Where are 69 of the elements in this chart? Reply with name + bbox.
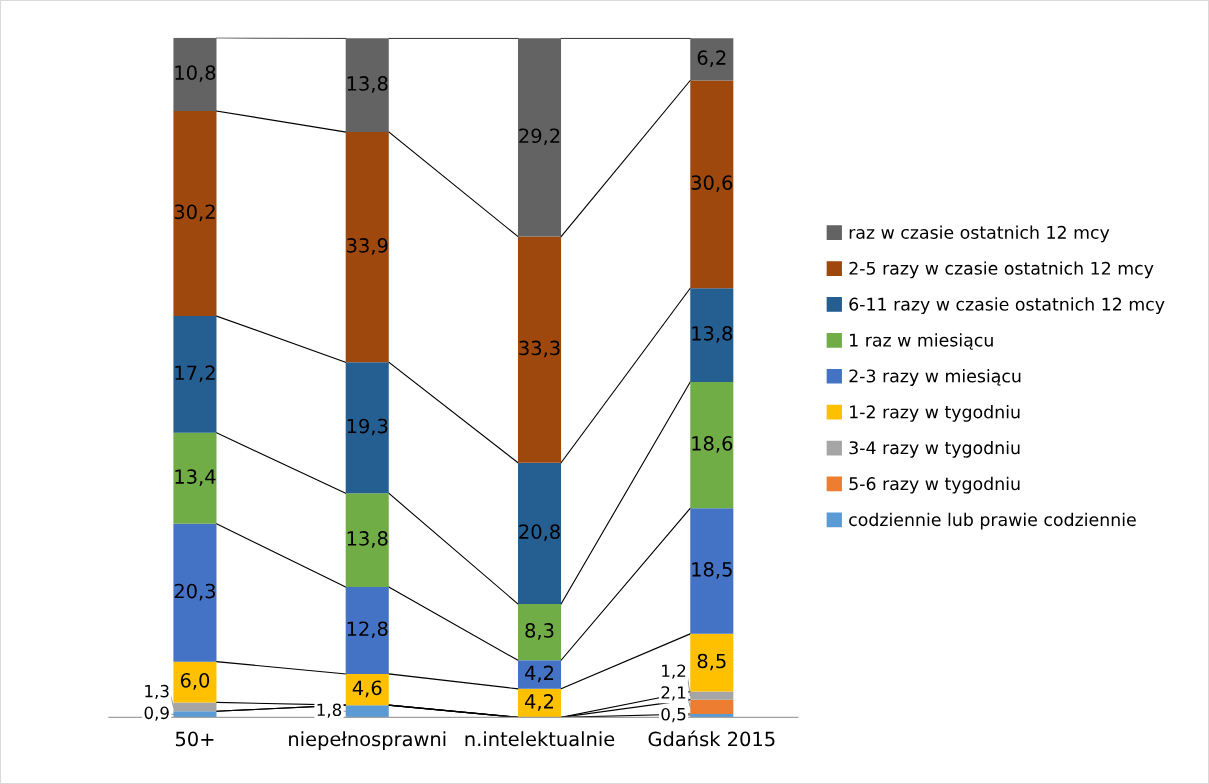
bar: [690, 691, 734, 700]
data-label: 20,8: [519, 524, 560, 541]
bar: [173, 37, 217, 111]
bar: [517, 603, 562, 661]
data-label: 13,8: [347, 531, 388, 548]
data-label: 20,3: [174, 583, 216, 601]
data-label: 29,2: [519, 128, 560, 146]
bar: [345, 132, 389, 363]
legend-label: 2-3 razy w miesiącu: [849, 369, 1021, 386]
data-label: 18,6: [692, 436, 733, 453]
legend-label: 1 raz w miesiącu: [850, 333, 993, 350]
x-tick-label: 50+: [175, 731, 214, 747]
bar: [690, 381, 734, 509]
legend-label: codziennie lub prawie codziennie: [849, 512, 1136, 530]
bar: [345, 705, 389, 718]
bar: [517, 38, 562, 237]
bar: [345, 586, 389, 674]
data-label: 1,2: [662, 664, 686, 679]
bar: [690, 288, 734, 382]
bar: [173, 432, 217, 524]
data-label: 6,0: [180, 672, 210, 690]
x-tick-label: n.intelektualnie: [465, 731, 615, 747]
bar: [690, 80, 734, 289]
bar: [517, 462, 562, 604]
data-label: 1,8: [317, 703, 342, 718]
bar: [345, 38, 389, 133]
data-label: 18,5: [692, 561, 732, 579]
data-label: 33,3: [519, 340, 560, 358]
legend-label: 3-4 razy w tygodniu: [849, 440, 1020, 458]
bar: [173, 702, 217, 712]
bar: [517, 660, 562, 689]
data-label: 8,5: [697, 653, 726, 671]
legend-label: 2-5 razy w czasie ostatnich 12 mcy: [849, 261, 1154, 279]
x-tick-label: niepełnosprawni: [289, 731, 446, 751]
data-label: 4,6: [352, 680, 382, 698]
bar: [517, 236, 562, 463]
legend-label: 1-2 razy w tygodniu: [850, 404, 1020, 422]
bar: [173, 661, 217, 703]
bar: [690, 699, 734, 714]
legend-label: raz w czasie ostatnich 12 mcy: [849, 225, 1110, 243]
data-label: 12,8: [347, 621, 388, 639]
data-label: 1,3: [145, 684, 169, 700]
bar: [173, 110, 217, 317]
data-label: 4,2: [525, 665, 554, 683]
data-label: 17,2: [175, 365, 215, 383]
bar: [690, 508, 734, 634]
bar: [345, 362, 389, 494]
data-label: 19,3: [347, 418, 388, 436]
data-label: 6,2: [697, 50, 726, 67]
bar: [173, 316, 217, 433]
legend-label: 6-11 razy w czasie ostatnich 12 mcy: [849, 297, 1165, 315]
data-label: 2,1: [661, 686, 686, 701]
data-label: 13,8: [347, 76, 388, 93]
data-label: 30,6: [691, 175, 733, 192]
data-label: 0,5: [661, 707, 686, 723]
data-label: 30,2: [174, 204, 215, 222]
data-label: 13,4: [175, 469, 216, 486]
data-label: 10,8: [175, 65, 216, 82]
data-label: 13,8: [692, 325, 733, 343]
bar: [345, 493, 389, 587]
x-tick-label: Gdańsk 2015: [648, 730, 775, 747]
bar: [690, 633, 734, 692]
bar: [173, 523, 217, 662]
data-label: 33,9: [347, 238, 388, 255]
data-label: 0,9: [144, 706, 169, 721]
data-label: 8,3: [525, 623, 554, 640]
legend-label: 5-6 razy w tygodniu: [849, 476, 1020, 494]
data-label: 4,2: [525, 694, 554, 711]
bar: [690, 38, 734, 81]
